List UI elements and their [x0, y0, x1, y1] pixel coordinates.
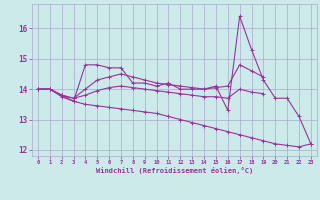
X-axis label: Windchill (Refroidissement éolien,°C): Windchill (Refroidissement éolien,°C): [96, 167, 253, 174]
